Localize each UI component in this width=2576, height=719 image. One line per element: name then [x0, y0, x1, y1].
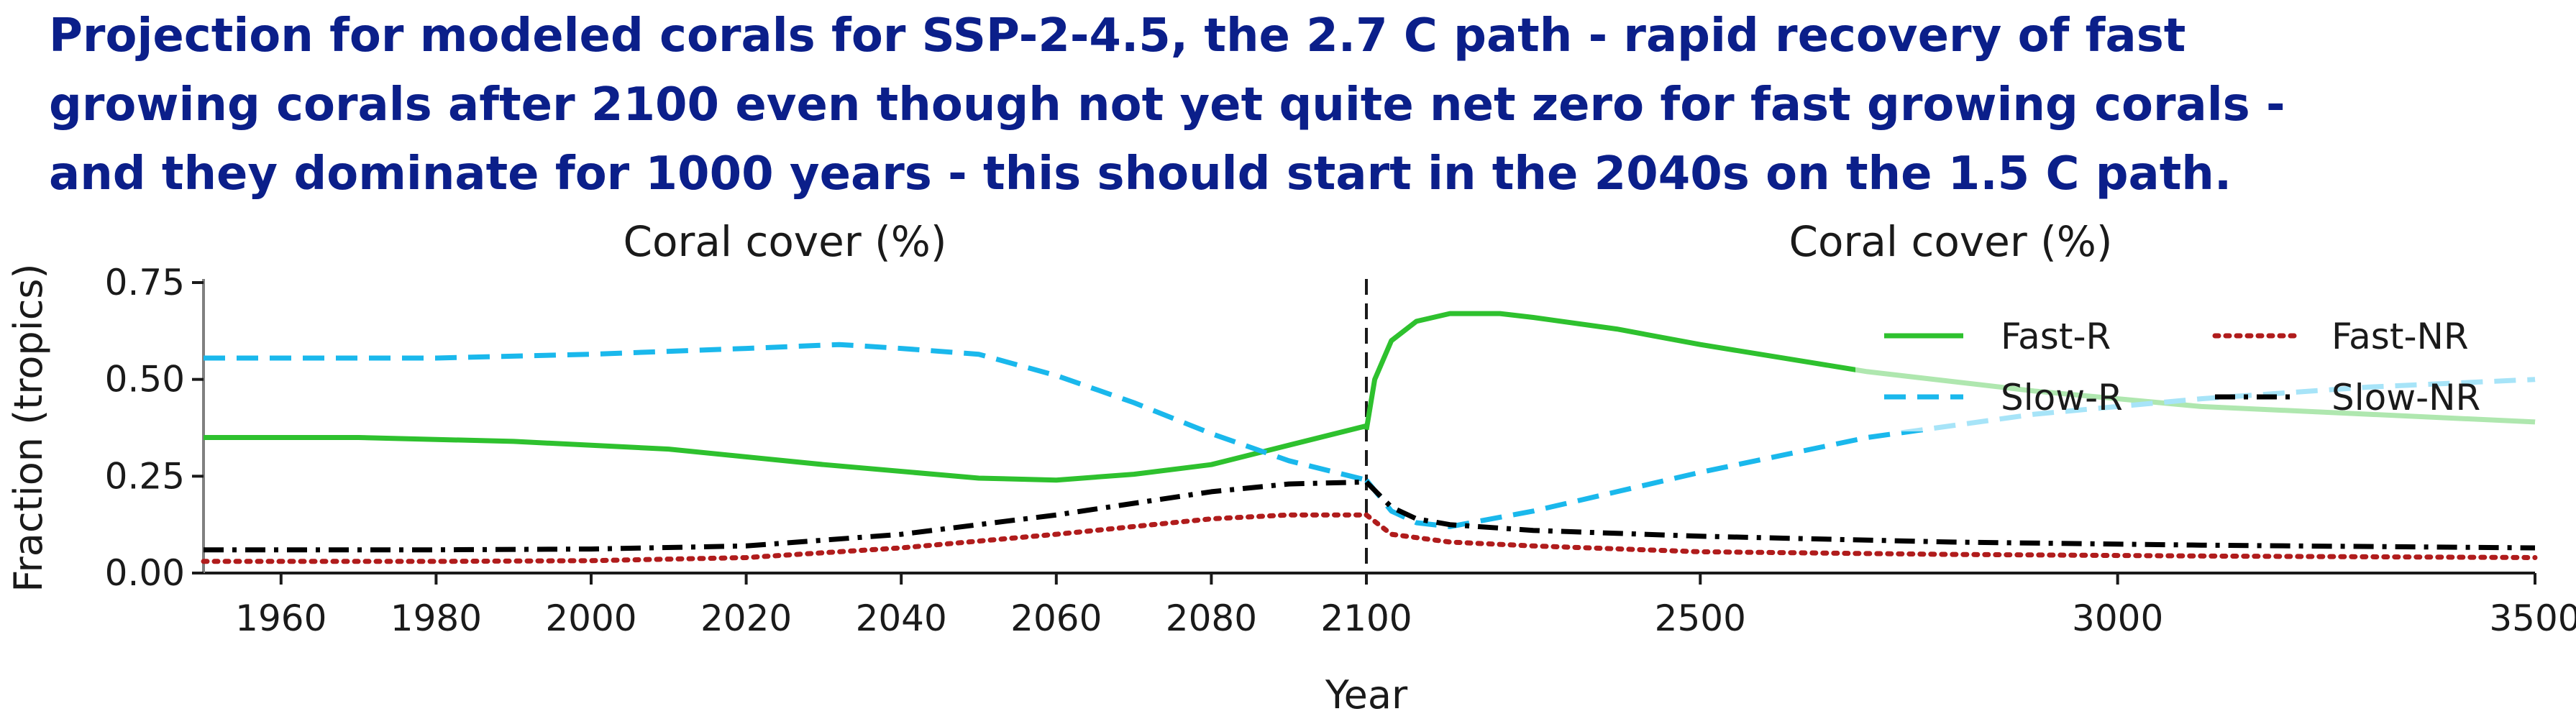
series-line-fast-r [204, 423, 1367, 483]
panel-title: Coral cover (%) [624, 217, 947, 266]
series-line-slow-r [204, 342, 1367, 483]
x-tick-label: 2100 [1320, 597, 1412, 639]
legend-label: Fast-NR [2331, 316, 2469, 357]
series-line-fast-nr [201, 512, 1369, 564]
x-tick-label: 3500 [2489, 597, 2576, 639]
x-tick-label: 2080 [1166, 597, 1257, 639]
legend-label: Slow-NR [2331, 377, 2480, 418]
x-tick-label: 2020 [700, 597, 792, 639]
x-tick-label: 1960 [235, 597, 326, 639]
headline: Projection for modeled corals for SSP-2-… [49, 1, 2566, 209]
y-tick-label: 0.00 [105, 552, 185, 594]
x-tick-label: 3000 [2072, 597, 2163, 639]
panel-title: Coral cover (%) [1789, 217, 2113, 266]
x-axis-label: Year [1325, 672, 1408, 718]
y-axis-label: Fraction (tropics) [6, 263, 51, 592]
headline-line: growing corals after 2100 even though no… [49, 78, 2285, 132]
series-line-slow-r [1364, 377, 2536, 529]
y-tick-label: 0.50 [105, 359, 185, 400]
y-tick-label: 0.75 [105, 262, 185, 303]
x-tick-label: 2500 [1655, 597, 1746, 639]
x-tick-label: 2000 [545, 597, 636, 639]
y-tick-label: 0.25 [105, 455, 185, 497]
series-line-slow-nr [1364, 480, 2536, 551]
headline-line: and they dominate for 1000 years - this … [49, 147, 2232, 201]
legend-label: Slow-R [2001, 377, 2123, 418]
x-tick-label: 2060 [1010, 597, 1102, 639]
legend-label: Fast-R [2001, 316, 2111, 357]
series-line-slow-nr [204, 479, 1367, 553]
series-line-fast-nr [1364, 512, 2538, 560]
x-tick-label: 1980 [390, 597, 482, 639]
legend-box [1855, 302, 2535, 431]
headline-line: Projection for modeled corals for SSP-2-… [49, 9, 2186, 63]
x-tick-label: 2100 [1320, 597, 1412, 639]
x-tick-label: 2040 [856, 597, 947, 639]
